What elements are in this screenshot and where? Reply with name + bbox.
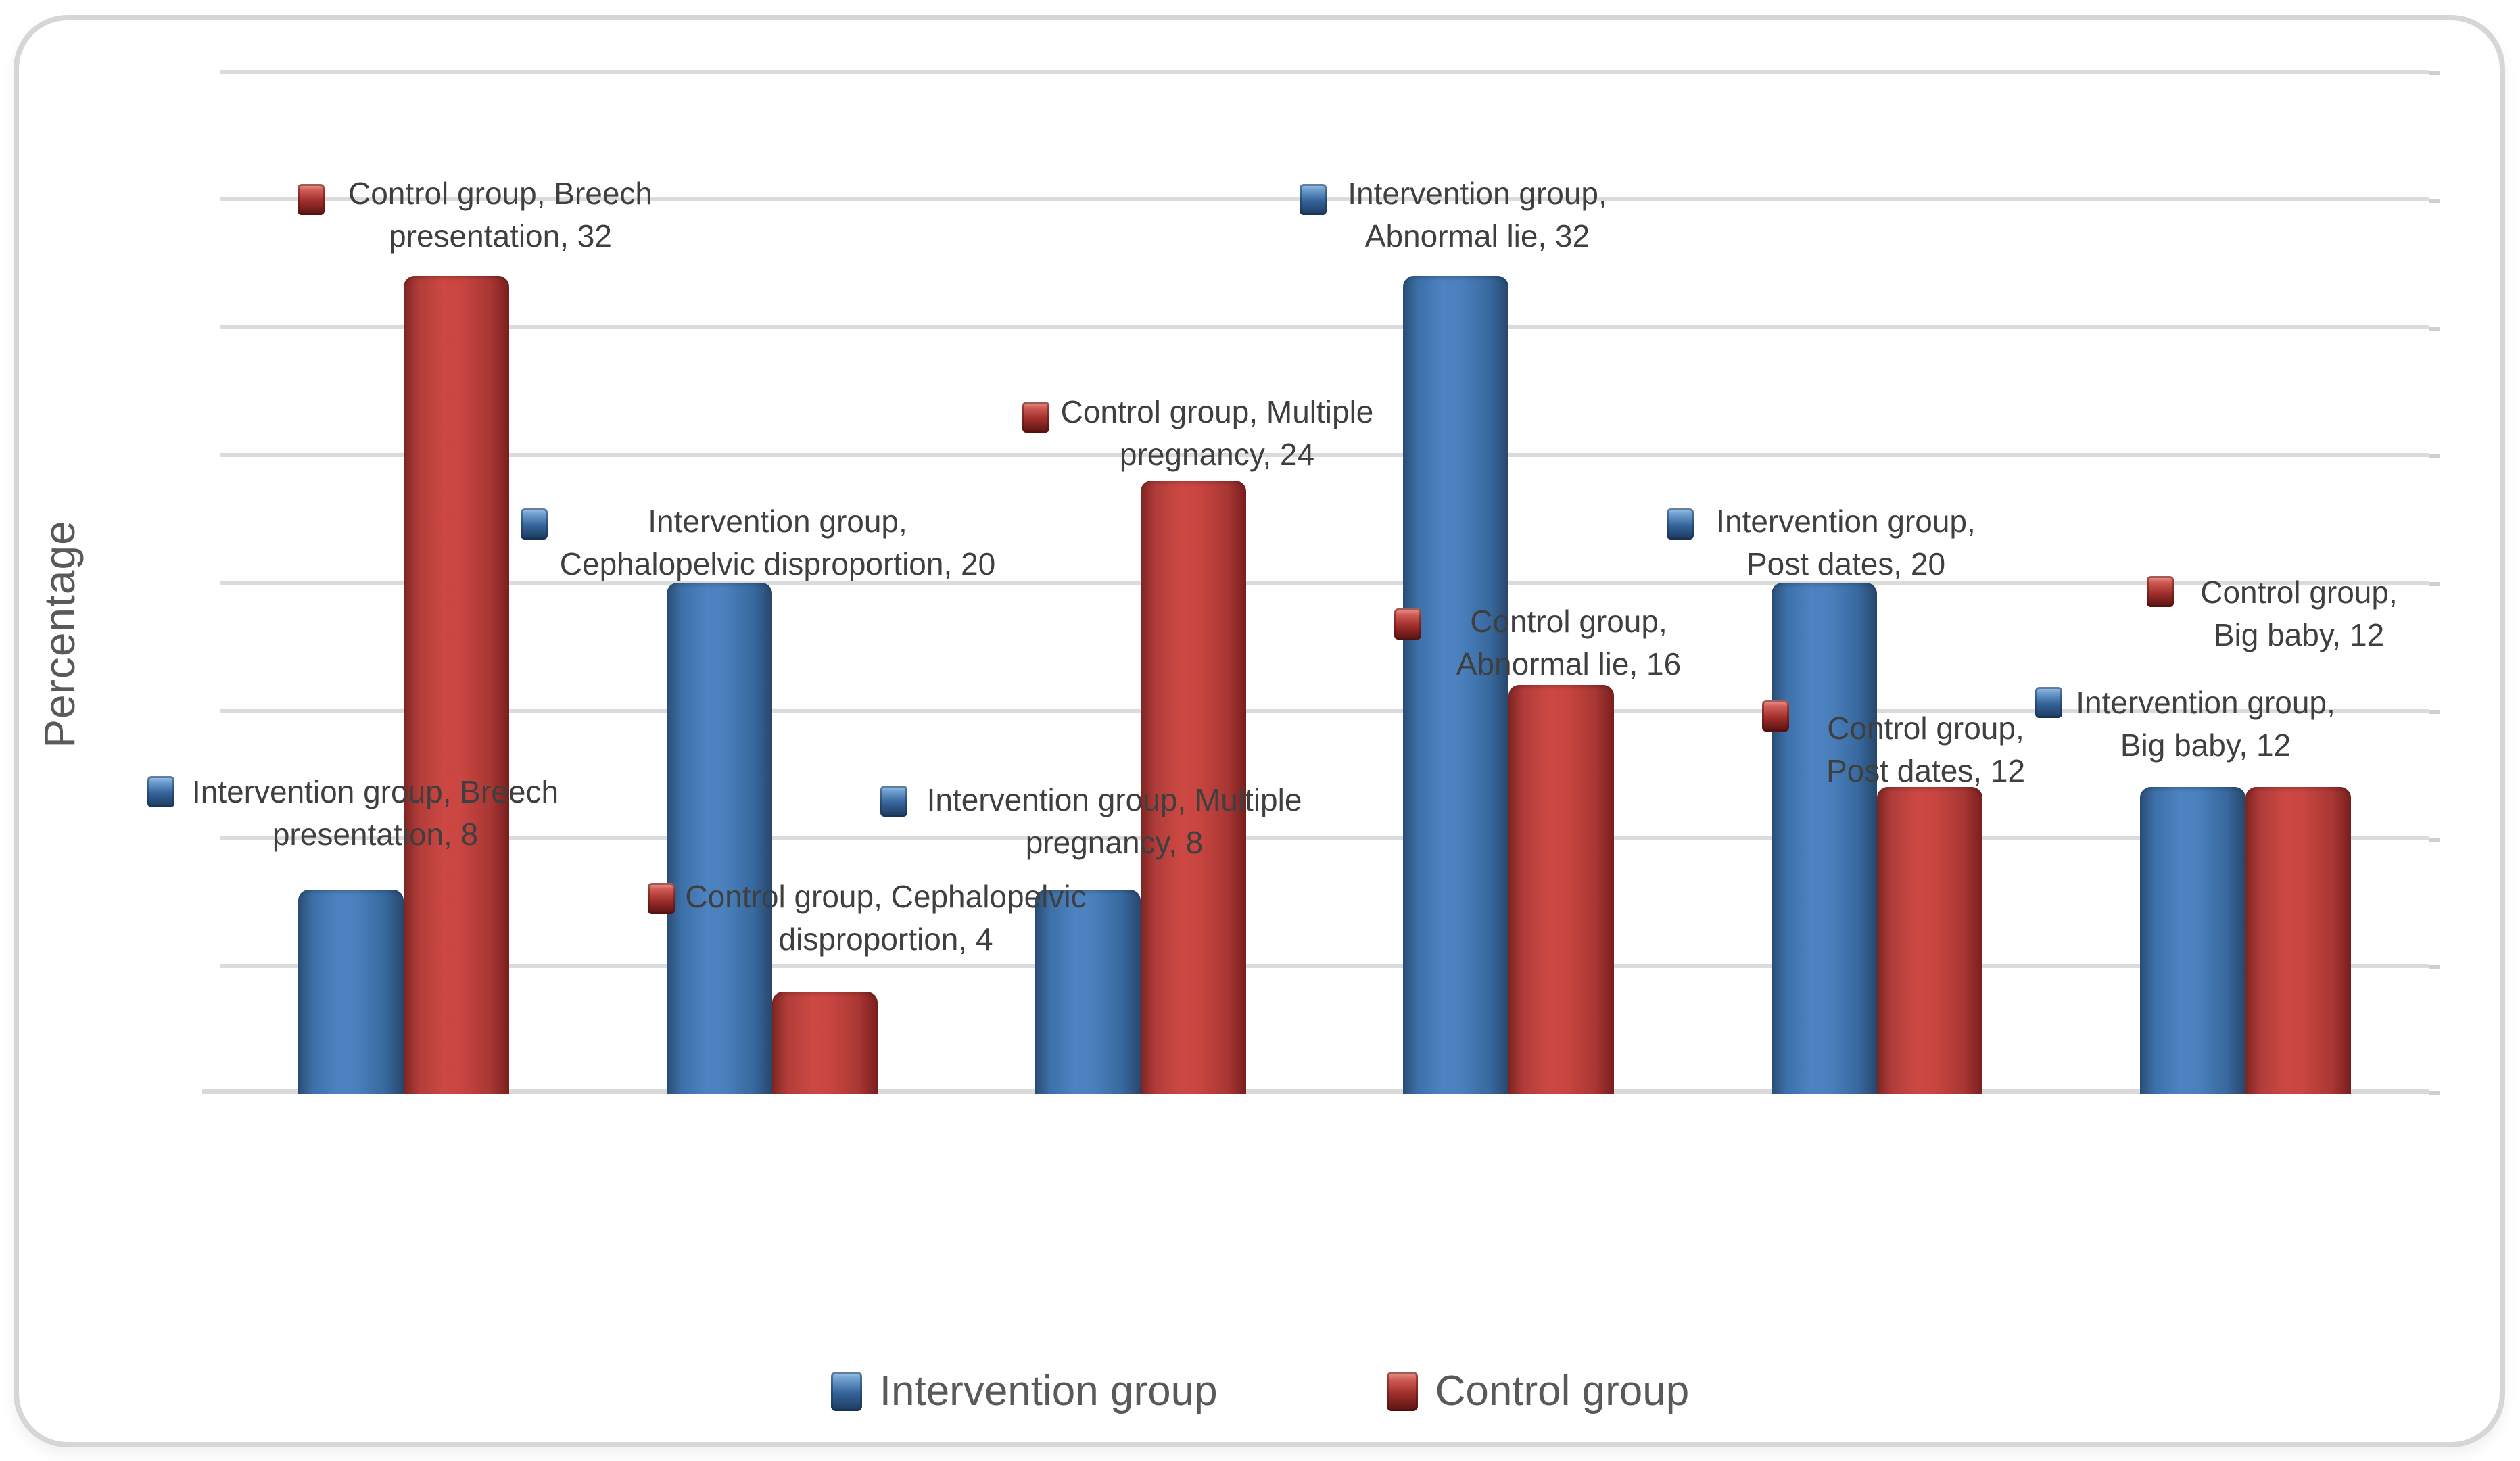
data-label-intervention-group-abnormal-lie-32: Intervention group, Abnormal lie, 32 [1348,176,1607,254]
bar-control-group-cephalopelvic-disproportion[interactable] [772,991,878,1094]
gridline-40 [220,70,2440,75]
bar-intervention-group-breech-presentation[interactable] [298,889,404,1094]
bar-control-group-abnormal-lie[interactable] [1508,685,1615,1094]
bar-intervention-group-multiple-pregnancy[interactable] [1035,889,1141,1094]
gridline-20 [220,581,2440,586]
gridline-30 [220,325,2440,331]
data-label-marker-control-group-post-dates-12 [1762,700,1789,732]
bar-control-group-multiple-pregnancy[interactable] [1140,480,1246,1094]
legend-item-control-group[interactable]: Control group [1386,1367,1690,1415]
data-label-intervention-group-post-dates-20: Intervention group, Post dates, 20 [1716,504,1976,581]
legend-label: Control group [1435,1368,1690,1414]
legend-swatch-icon [1386,1371,1418,1411]
legend-label: Intervention group [879,1368,1218,1414]
legend: Intervention group Control group [0,1367,2520,1415]
data-label-marker-control-group-cephalopelvic-disproportion-4 [648,883,675,914]
data-label-intervention-group-cephalopelvic-disproportion-20: Intervention group, Cephalopelvic disprop… [559,504,996,581]
bar-control-group-post-dates[interactable] [1877,787,1982,1094]
data-label-control-group-multiple-pregnancy-24: Control group, Multiple pregnancy, 24 [1060,394,1374,472]
gridline-10 [220,836,2440,842]
data-label-marker-intervention-group-post-dates-20 [1667,508,1694,540]
data-label-marker-intervention-group-abnormal-lie-32 [1300,184,1327,215]
gridline-5 [220,964,2440,969]
bar-intervention-group-big-baby[interactable] [2139,787,2245,1094]
bar-intervention-group-cephalopelvic-disproportion[interactable] [667,583,772,1094]
data-label-control-group-cephalopelvic-disproportion-4: Control group, Cephalopelvic disproportio… [685,879,1087,957]
data-label-control-group-big-baby-12: Control group, Big baby, 12 [2200,575,2398,652]
bar-control-group-breech-presentation[interactable] [404,276,510,1094]
data-label-intervention-group-breech-presentation-8: Intervention group, Breech presentation, … [191,774,559,852]
bar-intervention-group-abnormal-lie[interactable] [1403,276,1509,1094]
legend-swatch-icon [830,1371,862,1411]
data-label-marker-control-group-multiple-pregnancy-24 [1022,402,1049,433]
gridline-25 [220,453,2440,458]
y-axis-title: Percentage [35,520,84,748]
data-label-marker-control-group-abnormal-lie-16 [1394,608,1421,640]
data-label-marker-intervention-group-big-baby-12 [2035,687,2062,718]
data-label-marker-control-group-breech-presentation-32 [298,184,325,215]
gridline-15 [220,709,2440,714]
data-label-control-group-abnormal-lie-16: Control group, Abnormal lie, 16 [1456,604,1682,681]
bar-control-group-big-baby[interactable] [2245,787,2351,1094]
data-label-marker-intervention-group-multiple-pregnancy-8 [880,786,907,817]
data-label-control-group-breech-presentation-32: Control group, Breech presentation, 32 [348,176,653,254]
data-label-marker-control-group-big-baby-12 [2147,576,2174,607]
plot-area [202,70,2440,1095]
data-label-intervention-group-big-baby-12: Intervention group, Big baby, 12 [2076,685,2335,763]
x-axis-baseline [202,1089,2440,1095]
data-label-intervention-group-multiple-pregnancy-8: Intervention group, Multiple pregnancy, 8 [926,782,1302,860]
legend-item-intervention-group[interactable]: Intervention group [830,1367,1218,1415]
bar-intervention-group-post-dates[interactable] [1772,583,1877,1094]
data-label-marker-intervention-group-cephalopelvic-disproportion-20 [521,508,548,540]
data-label-marker-intervention-group-breech-presentation-8 [147,776,174,807]
data-label-control-group-post-dates-12: Control group, Post dates, 12 [1826,711,2026,788]
